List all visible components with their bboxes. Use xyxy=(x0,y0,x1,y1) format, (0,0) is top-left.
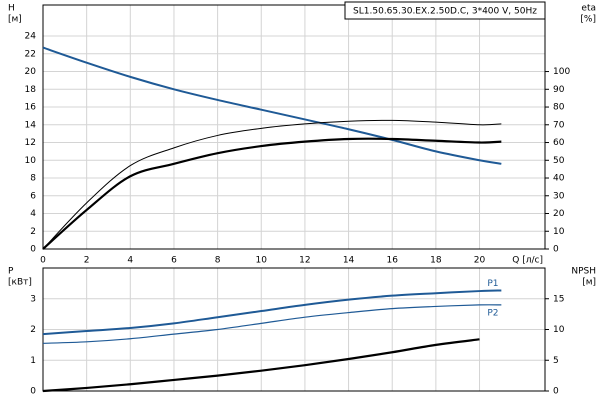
y-tick-label: 6 xyxy=(30,191,36,201)
curve xyxy=(42,46,502,165)
y2-tick-label: 0 xyxy=(553,387,559,397)
y2-axis-unit: [%] xyxy=(580,15,596,25)
y-tick-label: 14 xyxy=(25,120,37,130)
y2-tick-label: 0 xyxy=(553,245,559,255)
y-tick-label: 1 xyxy=(30,356,36,366)
x-tick-label: 18 xyxy=(430,256,442,266)
curve xyxy=(42,119,502,250)
y-tick-label: 8 xyxy=(30,174,36,184)
y-tick-label: 16 xyxy=(25,103,37,113)
y-tick-label: 22 xyxy=(25,49,36,59)
y2-axis-label: NPSH xyxy=(571,267,596,277)
series-label: P1 xyxy=(487,279,498,289)
y-tick-label: 0 xyxy=(30,387,36,397)
y2-tick-label: 30 xyxy=(553,191,565,201)
y-tick-label: 12 xyxy=(25,138,36,148)
x-tick-label: 4 xyxy=(127,256,133,266)
x-tick-label: 12 xyxy=(299,256,310,266)
y2-tick-label: 60 xyxy=(553,138,565,148)
y-axis-label: H xyxy=(8,4,15,14)
y-axis-label: P xyxy=(8,267,14,277)
y2-axis-label: eta xyxy=(581,4,596,14)
y-tick-label: 2 xyxy=(30,325,36,335)
title-box xyxy=(344,1,546,20)
y2-tick-label: 80 xyxy=(553,103,565,113)
x-tick-label: 10 xyxy=(256,256,268,266)
x-axis-label: Q [л/с] xyxy=(512,256,543,266)
y2-axis-unit: [м] xyxy=(582,278,596,288)
y2-tick-label: 15 xyxy=(553,294,564,304)
y-tick-label: 18 xyxy=(25,85,37,95)
x-tick-label: 20 xyxy=(474,256,486,266)
y-tick-label: 2 xyxy=(30,227,36,237)
y-tick-label: 24 xyxy=(25,32,37,42)
y-tick-label: 3 xyxy=(30,294,36,304)
y2-tick-label: 50 xyxy=(553,156,565,166)
y2-tick-label: 90 xyxy=(553,85,565,95)
y2-tick-label: 10 xyxy=(553,325,565,335)
x-tick-label: 14 xyxy=(343,256,355,266)
y-axis-unit: [кВт] xyxy=(8,278,32,288)
y2-tick-label: 5 xyxy=(553,356,559,366)
plot-frame xyxy=(42,4,546,250)
y-tick-label: 20 xyxy=(25,67,37,77)
y2-tick-label: 10 xyxy=(553,227,565,237)
x-tick-label: 16 xyxy=(386,256,398,266)
series-label: P2 xyxy=(487,308,498,318)
curve xyxy=(42,289,502,336)
curve xyxy=(42,304,502,344)
y-tick-label: 0 xyxy=(30,245,36,255)
y-tick-label: 10 xyxy=(25,156,37,166)
plot-frame xyxy=(42,267,546,392)
curve xyxy=(42,338,480,393)
y2-tick-label: 20 xyxy=(553,209,565,219)
chart-title: SL1.50.65.30.EX.2.50D.C, 3*400 V, 50Hz xyxy=(353,7,537,17)
y2-tick-label: 70 xyxy=(553,120,565,130)
curve xyxy=(42,137,502,250)
y2-tick-label: 40 xyxy=(553,174,565,184)
x-tick-label: 2 xyxy=(84,256,90,266)
y-axis-unit: [м] xyxy=(8,15,22,25)
x-tick-label: 6 xyxy=(171,256,177,266)
y-tick-label: 4 xyxy=(30,209,36,219)
x-tick-label: 0 xyxy=(40,256,46,266)
x-tick-label: 8 xyxy=(215,256,221,266)
y2-tick-label: 100 xyxy=(553,67,570,77)
